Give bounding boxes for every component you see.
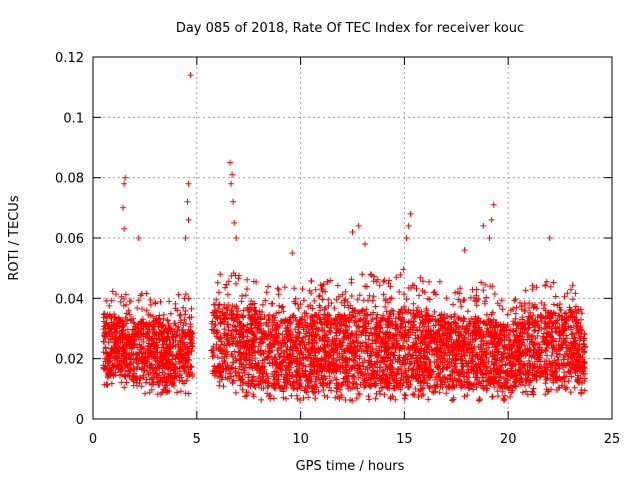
scatter-point — [135, 235, 142, 241]
scatter-point — [121, 180, 128, 187]
axis-ticks: 0 0.02 0.04 0.06 0.08 0.1 0.12 0 5 10 15 20 25 — [55, 51, 620, 447]
x-tick-label: 0 — [89, 432, 97, 447]
y-tick-label: 0.06 — [55, 232, 84, 247]
x-tick-label: 20 — [500, 432, 517, 447]
x-axis-label: GPS time / hours — [296, 459, 405, 474]
scatter-point — [349, 229, 356, 235]
x-tick-label: 25 — [604, 432, 621, 447]
scatter-point — [480, 222, 487, 229]
x-tick-label: 5 — [193, 432, 201, 447]
scatter-point — [289, 250, 296, 257]
scatter-point — [407, 210, 414, 217]
scatter-point — [233, 235, 240, 241]
scatter-point — [229, 171, 236, 178]
scatter-point — [461, 247, 468, 254]
scatter-point — [185, 216, 192, 223]
y-axis-label: ROTI / TECUs — [7, 195, 22, 280]
scatter-point — [182, 235, 189, 241]
scatter-point — [185, 180, 192, 187]
scatter-point — [121, 225, 128, 232]
scatter-point — [122, 174, 129, 181]
scatter-point — [228, 180, 235, 187]
scatter-point — [187, 72, 194, 79]
scatter-point — [403, 235, 410, 241]
scatter-point — [355, 222, 362, 229]
scatter-point — [184, 198, 191, 205]
scatter-point — [362, 241, 368, 247]
scatter-point — [231, 219, 238, 226]
scatter-point — [488, 216, 495, 223]
scatter-point — [486, 235, 493, 241]
y-tick-label: 0.02 — [55, 353, 84, 368]
data-points — [100, 72, 588, 404]
y-tick-label: 0 — [76, 413, 84, 428]
chart-title: Day 085 of 2018, Rate Of TEC Index for r… — [176, 21, 524, 36]
scatter-point — [227, 159, 233, 166]
scatter-point — [230, 198, 237, 205]
y-tick-label: 0.12 — [55, 51, 84, 66]
scatter-point — [120, 204, 127, 211]
y-tick-label: 0.04 — [55, 292, 84, 307]
scatter-point — [546, 235, 553, 241]
x-tick-label: 15 — [396, 432, 413, 447]
x-tick-label: 10 — [292, 432, 309, 447]
y-tick-label: 0.08 — [55, 172, 84, 187]
scatter-point — [405, 222, 412, 229]
scatter-band — [100, 266, 588, 404]
y-tick-label: 0.1 — [63, 111, 84, 126]
scatter-point — [490, 201, 497, 208]
